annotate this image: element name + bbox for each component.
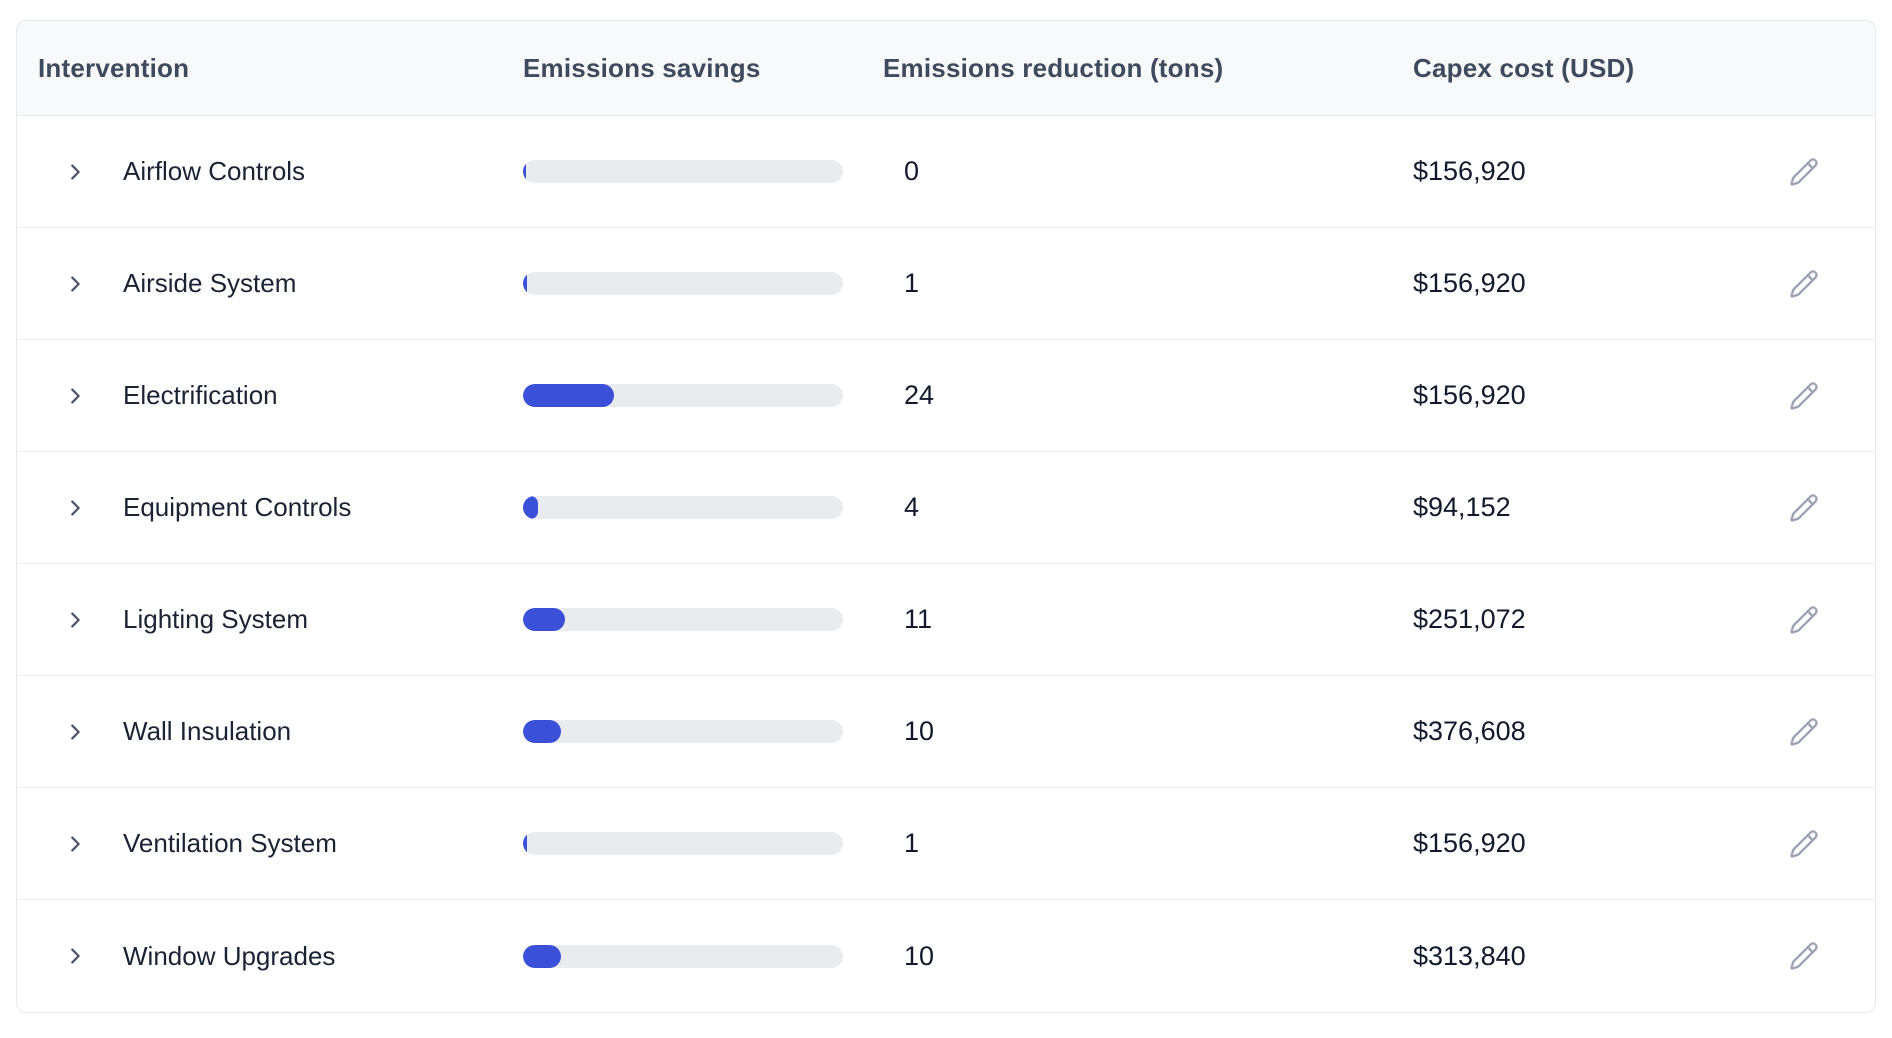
- column-header-emissions-reduction: Emissions reduction (tons): [883, 52, 1224, 83]
- intervention-label: Equipment Controls: [123, 492, 352, 522]
- capex-cost-value: $156,920: [1413, 156, 1526, 186]
- emissions-savings-bar: [523, 496, 843, 519]
- emissions-reduction-value: 10: [904, 716, 935, 746]
- capex-cost-value: $251,072: [1413, 604, 1526, 634]
- chevron-right-icon[interactable]: [63, 720, 87, 744]
- table-row: Airflow Controls 0 $156,920: [17, 116, 1875, 228]
- emissions-savings-bar: [523, 720, 843, 743]
- emissions-reduction-value: 1: [904, 268, 920, 298]
- interventions-table-card: Intervention Emissions savings Emissions…: [16, 20, 1876, 1013]
- table-row: Lighting System 11 $251,072: [17, 564, 1875, 676]
- emissions-savings-bar: [523, 160, 843, 183]
- pencil-icon[interactable]: [1788, 828, 1820, 860]
- column-header-emissions-savings: Emissions savings: [523, 52, 761, 83]
- emissions-savings-bar: [523, 608, 843, 631]
- capex-cost-value: $156,920: [1413, 268, 1526, 298]
- emissions-savings-bar: [523, 384, 843, 407]
- table-row: Electrification 24 $156,920: [17, 340, 1875, 452]
- chevron-right-icon[interactable]: [63, 160, 87, 184]
- emissions-reduction-value: 0: [904, 156, 920, 186]
- emissions-savings-bar: [523, 272, 843, 295]
- emissions-reduction-value: 10: [904, 940, 935, 971]
- emissions-savings-bar-fill: [523, 832, 527, 855]
- intervention-label: Airside System: [123, 268, 297, 298]
- emissions-reduction-value: 24: [904, 380, 935, 410]
- emissions-savings-bar-fill: [523, 384, 615, 407]
- chevron-right-icon[interactable]: [63, 384, 87, 408]
- chevron-right-icon[interactable]: [63, 608, 87, 632]
- chevron-right-icon[interactable]: [63, 496, 87, 520]
- pencil-icon[interactable]: [1788, 716, 1820, 748]
- pencil-icon[interactable]: [1788, 268, 1820, 300]
- emissions-savings-bar-fill: [523, 944, 562, 968]
- column-header-capex-cost: Capex cost (USD): [1413, 52, 1635, 83]
- pencil-icon[interactable]: [1788, 156, 1820, 188]
- chevron-right-icon[interactable]: [63, 832, 87, 856]
- intervention-label: Wall Insulation: [123, 716, 292, 746]
- emissions-savings-bar-fill: [523, 608, 565, 631]
- chevron-right-icon[interactable]: [63, 272, 87, 296]
- table-row: Equipment Controls 4 $94,152: [17, 452, 1875, 564]
- emissions-savings-bar: [523, 944, 843, 968]
- intervention-label: Airflow Controls: [123, 156, 306, 186]
- chevron-right-icon[interactable]: [63, 944, 87, 968]
- intervention-label: Electrification: [123, 380, 278, 410]
- capex-cost-value: $156,920: [1413, 380, 1526, 410]
- emissions-reduction-value: 1: [904, 828, 920, 858]
- column-header-intervention: Intervention: [38, 52, 190, 83]
- emissions-savings-bar-fill: [523, 160, 527, 183]
- pencil-icon[interactable]: [1788, 380, 1820, 412]
- table-row: Window Upgrades 10 $313,840: [17, 900, 1875, 1012]
- table-row: Ventilation System 1 $156,920: [17, 788, 1875, 900]
- emissions-savings-bar-fill: [523, 272, 527, 295]
- table-body: Airflow Controls 0 $156,920 A: [17, 116, 1875, 1012]
- intervention-label: Lighting System: [123, 604, 308, 634]
- table-row: Wall Insulation 10 $376,608: [17, 676, 1875, 788]
- emissions-savings-bar-fill: [523, 496, 539, 519]
- capex-cost-value: $313,840: [1413, 940, 1526, 971]
- emissions-savings-bar-fill: [523, 720, 562, 743]
- intervention-label: Ventilation System: [123, 828, 337, 858]
- capex-cost-value: $156,920: [1413, 828, 1526, 858]
- pencil-icon[interactable]: [1788, 492, 1820, 524]
- pencil-icon[interactable]: [1788, 604, 1820, 636]
- table-header-row: Intervention Emissions savings Emissions…: [17, 21, 1875, 116]
- table-row: Airside System 1 $156,920: [17, 228, 1875, 340]
- intervention-label: Window Upgrades: [123, 940, 336, 971]
- capex-cost-value: $94,152: [1413, 492, 1511, 522]
- capex-cost-value: $376,608: [1413, 716, 1526, 746]
- pencil-icon[interactable]: [1788, 940, 1820, 972]
- emissions-reduction-value: 4: [904, 492, 920, 522]
- emissions-reduction-value: 11: [904, 604, 933, 634]
- emissions-savings-bar: [523, 832, 843, 855]
